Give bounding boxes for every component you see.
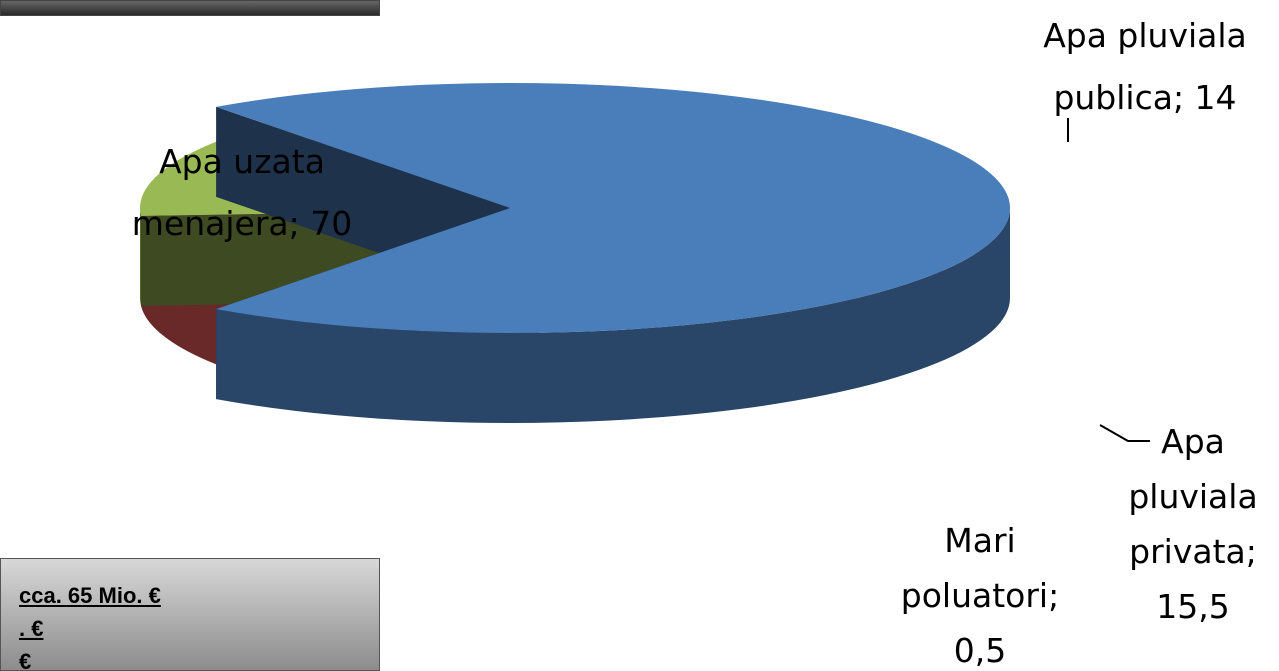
header-bar — [0, 0, 380, 16]
data-label-poluatori: Mari poluatori; 0,5 — [901, 521, 1059, 670]
info-box: cca. 65 Mio. € . € € — [0, 558, 380, 671]
info-line-2: . € — [19, 616, 44, 641]
label-publica-line2: publica; 14 — [1053, 78, 1236, 117]
label-privata-line1: Apa — [1161, 422, 1225, 461]
slice-side-privata-0 — [140, 208, 141, 306]
label-privata-line3: privata; — [1129, 532, 1257, 571]
slice-side-menajera-0 — [216, 208, 1011, 424]
label-menajera-line1: Apa uzata — [159, 142, 325, 181]
label-poluatori-line3: 0,5 — [954, 631, 1006, 670]
slice-menajera — [216, 83, 1011, 334]
info-line-3: € — [19, 649, 32, 671]
label-publica-line1: Apa pluviala — [1043, 16, 1247, 55]
data-label-publica: Apa pluviala publica; 14 — [1043, 16, 1247, 117]
data-label-privata: Apa pluviala privata; 15,5 — [1128, 422, 1257, 626]
label-poluatori-line2: poluatori; — [901, 576, 1059, 615]
label-privata-line2: pluviala — [1128, 477, 1257, 516]
label-privata-line4: 15,5 — [1156, 587, 1229, 626]
pie-slices — [139, 83, 1011, 424]
leader-line-privata — [1099, 424, 1150, 442]
data-label-menajera: Apa uzata menajera; 70 — [132, 142, 352, 243]
label-menajera-line2: menajera; 70 — [132, 204, 352, 243]
label-poluatori-line1: Mari — [944, 521, 1015, 560]
info-line-1: cca. 65 Mio. € — [19, 583, 161, 608]
leader-lines — [1067, 118, 1150, 442]
